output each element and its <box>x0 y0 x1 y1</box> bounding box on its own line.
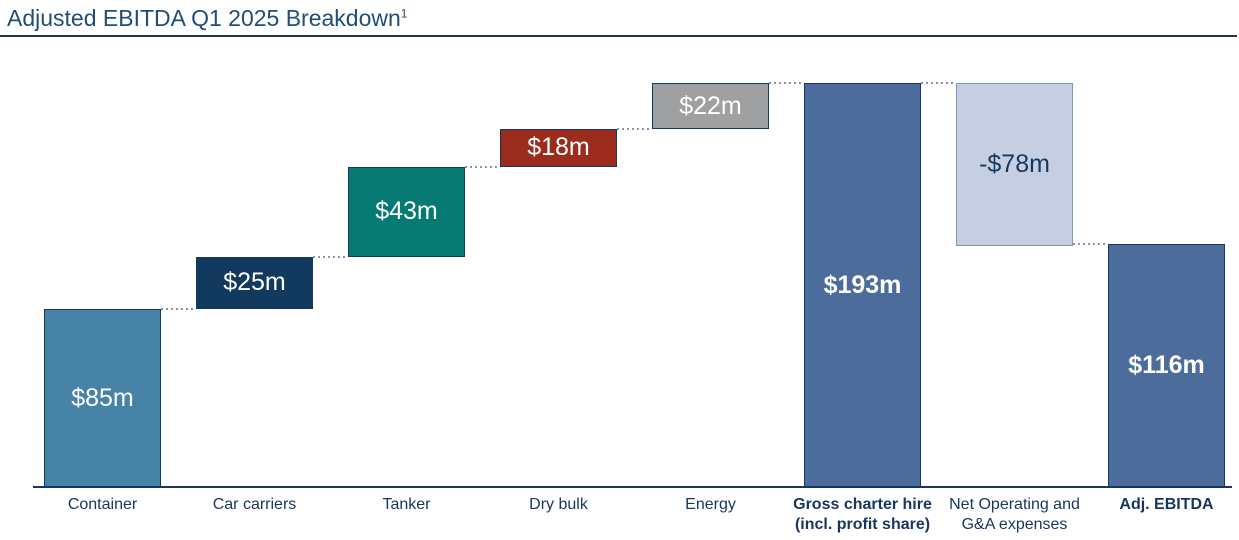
connector-line <box>161 308 196 311</box>
category-label-line: Dry bulk <box>529 496 588 513</box>
category-label-line: Net Operating and <box>949 496 1080 513</box>
bar-value-label: $193m <box>823 270 902 299</box>
plot-area: $85m $25m $43m $18m $22m $193m -$78m $116m <box>0 70 1239 488</box>
category-label-line: G&A expenses <box>961 516 1068 533</box>
category-label-line: Adj. EBITDA <box>1119 496 1214 513</box>
bar-car-carriers: $25m <box>196 256 313 310</box>
category-label-energy: Energy <box>632 495 790 515</box>
bar-value-label: $18m <box>527 133 590 162</box>
connector-line <box>921 82 956 84</box>
category-label-line: Tanker <box>382 496 431 513</box>
bar-tanker: $43m <box>348 166 465 257</box>
bar-container: $85m <box>44 309 161 487</box>
category-label-line: Car carriers <box>212 496 297 513</box>
bar-gross-charter-hire-incl-profit-share: $193m <box>804 83 921 487</box>
title-underline <box>0 35 1237 37</box>
category-label-line: (incl. profit share) <box>794 516 931 533</box>
connector-line <box>617 128 652 131</box>
connector-line <box>465 165 500 168</box>
bar-net-operating-and-g-a-expenses: -$78m <box>956 83 1073 247</box>
title-text: Adjusted EBITDA Q1 2025 Breakdown <box>7 5 401 31</box>
bar-value-label: $22m <box>679 91 742 120</box>
category-label-line: Energy <box>685 496 736 513</box>
category-label-adj-ebitda: Adj. EBITDA <box>1088 495 1239 515</box>
bar-adj-ebitda: $116m <box>1108 244 1225 487</box>
bar-value-label: $43m <box>375 197 438 226</box>
x-axis-line <box>33 486 1232 488</box>
category-label-line: Gross charter hire <box>793 496 932 513</box>
page-title: Adjusted EBITDA Q1 2025 Breakdown1 <box>7 5 407 32</box>
connector-line <box>1073 243 1108 246</box>
title-superscript: 1 <box>400 6 408 21</box>
bar-value-label: $25m <box>223 268 286 297</box>
category-label-net-operating-and-g-a-expenses: Net Operating and G&A expenses <box>936 495 1094 535</box>
connector-line <box>769 82 804 84</box>
bar-value-label: $85m <box>71 383 134 412</box>
category-label-line: Container <box>67 496 138 513</box>
connector-line <box>313 255 348 258</box>
bar-value-label: -$78m <box>979 150 1050 179</box>
category-label-tanker: Tanker <box>328 495 486 515</box>
category-label-container: Container <box>24 495 182 515</box>
bar-value-label: $116m <box>1128 351 1205 380</box>
category-label-car-carriers: Car carriers <box>176 495 334 515</box>
category-label-dry-bulk: Dry bulk <box>480 495 638 515</box>
bar-energy: $22m <box>652 83 769 130</box>
category-label-gross-charter-hire-incl-profit-share: Gross charter hire (incl. profit share) <box>784 495 942 535</box>
waterfall-chart: $85m $25m $43m $18m $22m $193m -$78m $116m Cont… <box>0 70 1239 533</box>
bar-dry-bulk: $18m <box>500 129 617 167</box>
